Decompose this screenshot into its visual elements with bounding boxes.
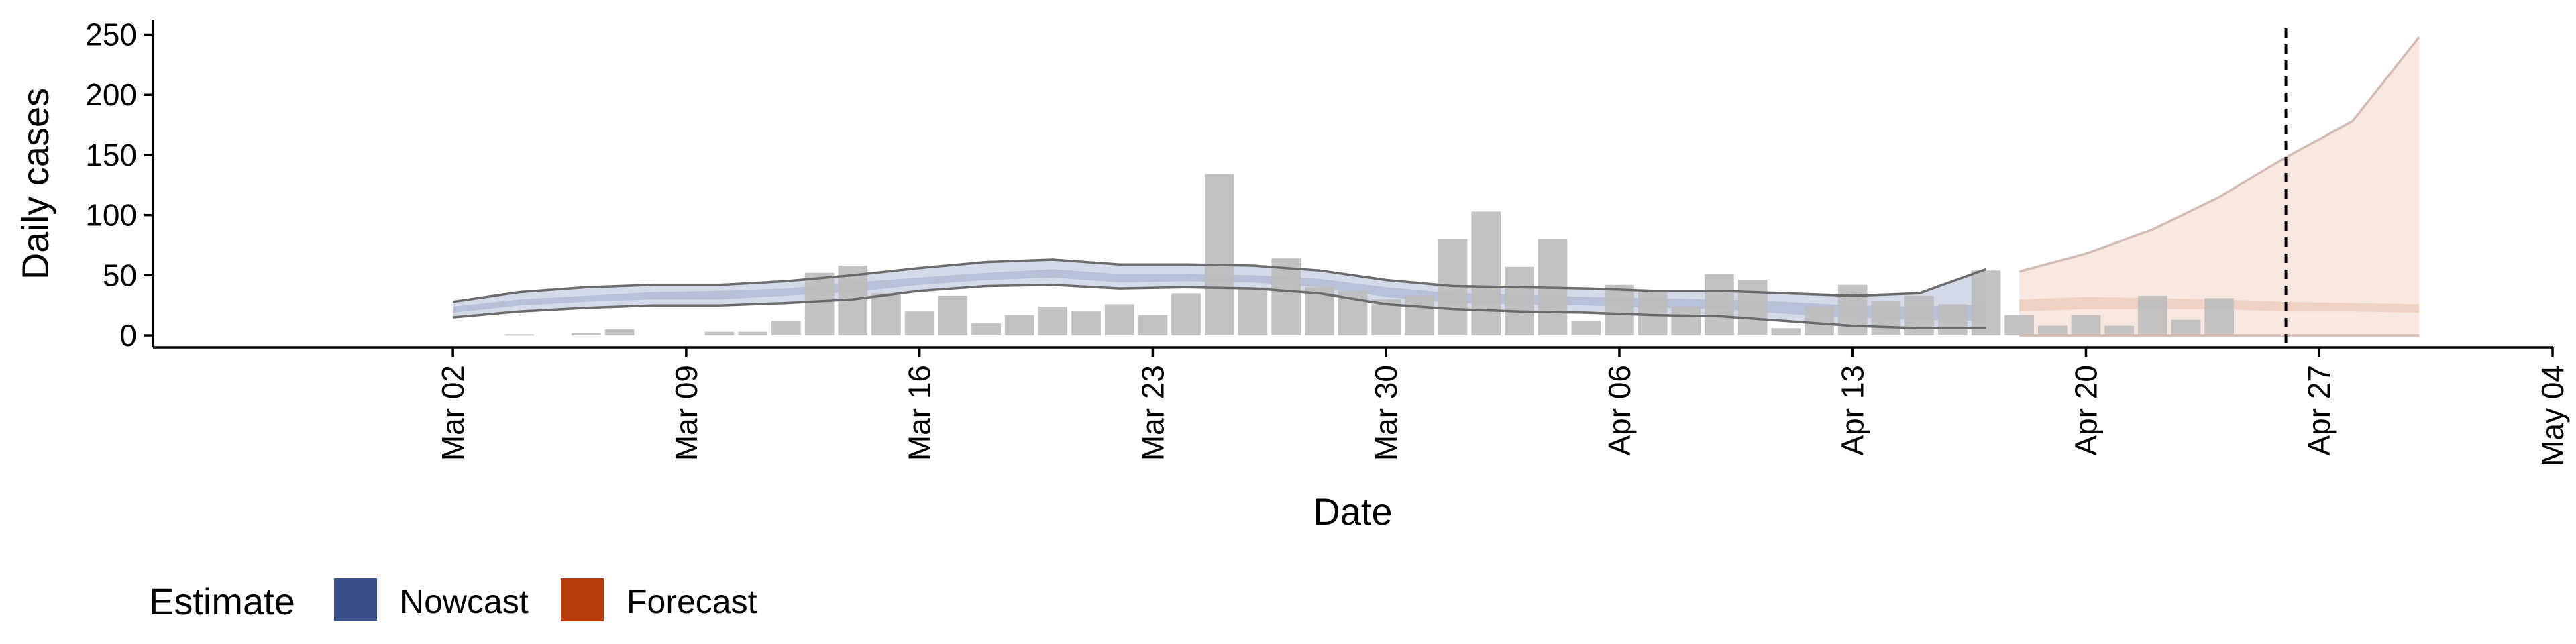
case-bar	[938, 295, 968, 336]
case-bar	[1171, 293, 1201, 336]
case-bar	[1271, 258, 1301, 335]
case-bar	[1071, 311, 1101, 336]
case-bar	[1004, 315, 1034, 336]
case-bar	[604, 329, 635, 336]
case-bar	[2071, 315, 2101, 336]
x-tick-label: Mar 23	[1135, 365, 1170, 461]
y-tick-label: 100	[85, 198, 137, 233]
case-bar	[1671, 307, 1701, 336]
case-bar	[1937, 304, 1968, 335]
y-tick-label: 250	[85, 17, 137, 52]
y-tick-label: 0	[119, 318, 137, 353]
case-bar	[1871, 301, 1901, 335]
x-tick-label: Mar 30	[1368, 365, 1403, 461]
x-tick-label: Apr 13	[1835, 365, 1870, 456]
case-bar	[1238, 287, 1268, 336]
x-tick-label: Apr 06	[1602, 365, 1637, 456]
x-tick-label: Mar 02	[435, 365, 470, 461]
y-tick-label: 200	[85, 77, 137, 112]
case-bar	[904, 311, 934, 336]
case-bar	[871, 293, 901, 336]
case-bar	[1971, 270, 2001, 336]
case-bar	[1737, 280, 1768, 335]
case-bar	[504, 334, 535, 336]
x-tick-label: Apr 27	[2302, 365, 2337, 456]
case-bar	[704, 331, 735, 336]
y-tick-label: 150	[85, 138, 137, 172]
case-bar	[1505, 266, 1534, 336]
estimate-bands	[453, 37, 2420, 336]
x-tick-label: May 04	[2535, 365, 2570, 466]
legend-title: Estimate	[149, 580, 295, 623]
case-bars	[504, 174, 2234, 336]
case-bar	[738, 331, 768, 336]
case-bar	[1038, 307, 1068, 336]
case-bar	[1837, 284, 1868, 336]
case-bar	[2138, 295, 2167, 336]
case-bar	[1705, 274, 1734, 336]
case-bar	[1605, 284, 1634, 336]
case-bar	[2171, 319, 2201, 335]
case-bar	[2037, 325, 2068, 336]
case-bar	[1204, 174, 1234, 335]
case-bar	[1805, 307, 1834, 336]
legend-swatch	[334, 578, 377, 621]
case-bar	[771, 321, 801, 335]
case-bar	[2004, 315, 2034, 336]
case-bar	[1904, 295, 1934, 336]
case-bar	[1104, 304, 1134, 335]
case-bar	[804, 272, 835, 336]
y-axis-title: Daily cases	[14, 88, 56, 280]
case-bar	[2204, 298, 2234, 335]
x-tick-label: Apr 20	[2069, 365, 2104, 456]
axes: 0 50 100 150 200 250 Mar 02 Mar 09 Mar 16 Mar 23 M…	[14, 17, 2570, 533]
legend-label: Nowcast	[400, 583, 529, 621]
x-tick-label: Mar 09	[669, 365, 704, 461]
case-bar	[572, 333, 601, 336]
case-bar	[1771, 328, 1801, 336]
x-axis-title: Date	[1313, 490, 1392, 533]
case-bar	[1405, 295, 1434, 336]
legend-swatch	[561, 578, 604, 621]
nowcast-outer-band	[453, 260, 1986, 329]
legend-label: Forecast	[627, 583, 757, 621]
case-bar	[1571, 321, 1601, 335]
y-tick-label: 50	[103, 258, 137, 292]
case-bar	[2104, 325, 2134, 336]
case-bar	[1138, 315, 1168, 336]
x-tick-label: Mar 16	[902, 365, 937, 461]
legend: Estimate Nowcast Forecast	[149, 578, 757, 623]
case-bar	[1638, 290, 1668, 336]
forecast-upper-line	[2019, 36, 2420, 273]
nowcast-lower-line	[452, 283, 1986, 330]
case-bar	[1471, 211, 1501, 336]
case-bar	[971, 323, 1001, 335]
forecast-outer-band	[2019, 37, 2420, 336]
nowcast-upper-line	[452, 258, 1986, 303]
estimate-lines	[452, 28, 2420, 347]
